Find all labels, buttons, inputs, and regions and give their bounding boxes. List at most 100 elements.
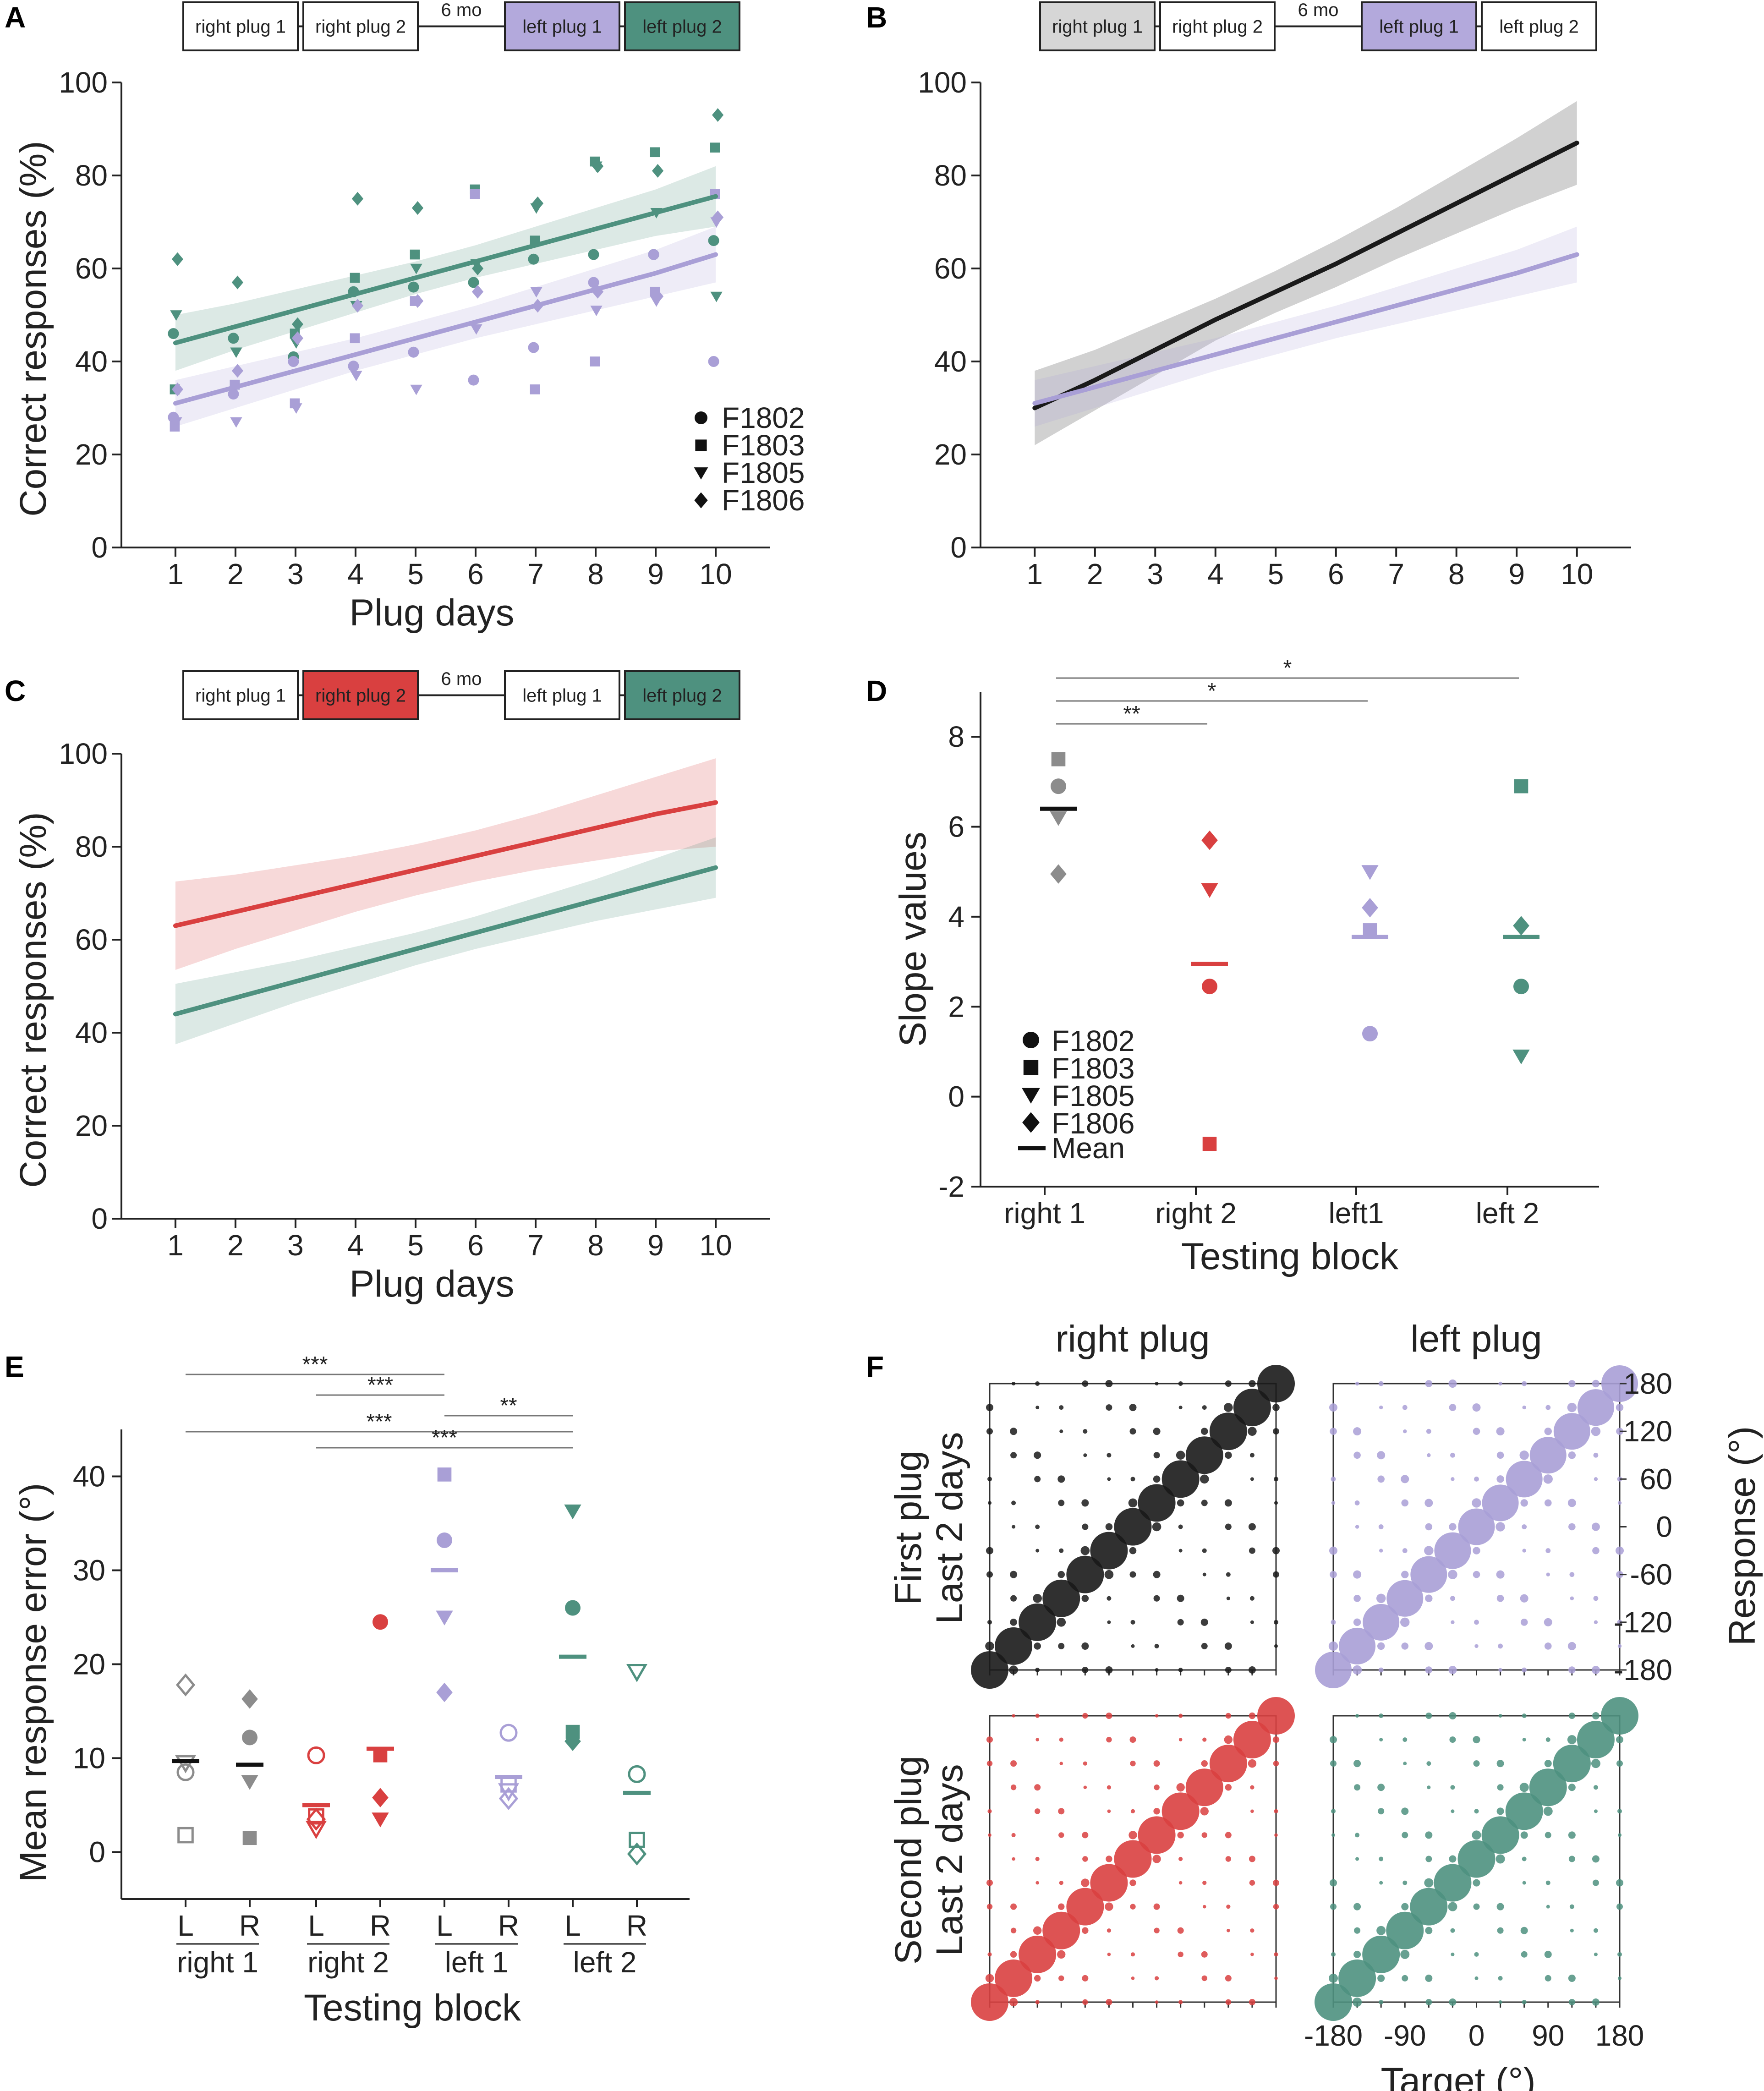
x-tick-label: 1 <box>167 1229 184 1262</box>
y-axis-label: Slope values <box>892 832 934 1047</box>
confusion-dot <box>1544 1618 1552 1626</box>
confusion-dot <box>1058 1832 1064 1838</box>
confusion-dot <box>1616 1736 1623 1744</box>
y-tick-label: 8 <box>948 720 964 753</box>
confusion-dot <box>1497 1927 1504 1934</box>
y-tick-label: 60 <box>1640 1462 1672 1495</box>
confusion-dot <box>1009 1998 1018 2007</box>
confusion-dot <box>1473 1760 1480 1767</box>
confusion-dot <box>1498 2000 1502 2004</box>
confusion-dot <box>1496 1760 1504 1768</box>
data-point <box>408 281 419 293</box>
confusion-dot <box>1400 1949 1410 1959</box>
confusion-dot <box>1496 1475 1504 1483</box>
confusion-dot <box>1035 1524 1040 1529</box>
confusion-dot <box>1225 1451 1232 1459</box>
data-point <box>291 317 304 331</box>
confusion-dot <box>1329 1403 1337 1412</box>
timeline-box-label: right plug 1 <box>195 17 286 37</box>
confusion-dot <box>1506 1461 1543 1498</box>
confusion-dot <box>1161 1792 1200 1830</box>
x-tick-label: 3 <box>287 1229 304 1262</box>
confusion-dot <box>1225 1713 1232 1719</box>
confusion-dot <box>1473 1428 1480 1435</box>
confusion-dot <box>1034 1975 1041 1982</box>
confusion-dot <box>1520 1831 1528 1839</box>
confusion-dot <box>1257 1365 1295 1402</box>
confusion-dot <box>1225 1523 1232 1530</box>
confusion-dot <box>1425 1666 1433 1674</box>
confusion-dot <box>1378 1667 1384 1673</box>
fit-line <box>1032 140 1579 411</box>
confusion-dot <box>1082 1927 1089 1934</box>
confusion-dot <box>1153 1595 1160 1602</box>
significance-label: *** <box>302 1352 328 1377</box>
confusion-dot <box>1274 1976 1278 1980</box>
panel-label-b: B <box>866 1 887 34</box>
confusion-dot <box>1176 1451 1185 1460</box>
y-axis-label: Mean response error (°) <box>12 1483 54 1882</box>
confusion-dot <box>1594 1809 1598 1813</box>
confusion-dot <box>1377 1784 1385 1791</box>
y-tick-label: 80 <box>75 830 108 863</box>
confusion-dot <box>1177 1832 1184 1839</box>
confusion-dot <box>1529 1437 1567 1474</box>
data-point <box>470 189 480 199</box>
confusion-dot <box>1545 1405 1551 1410</box>
confusion-dot <box>1201 1760 1208 1767</box>
y-tick-label: 100 <box>918 66 967 99</box>
slope-point <box>1201 883 1218 898</box>
confusion-dot <box>1129 1879 1136 1886</box>
confusion-dot <box>1520 1927 1528 1934</box>
timeline-box <box>182 670 299 720</box>
confusion-dot <box>1202 1905 1206 1909</box>
confusion-dot <box>1042 1911 1080 1949</box>
confusion-dot <box>1338 1959 1376 1997</box>
x-tick-label: 2 <box>227 1229 244 1262</box>
error-point <box>626 1664 648 1682</box>
confusion-dot <box>1225 1975 1232 1982</box>
confidence-band <box>1035 226 1577 427</box>
confusion-dot <box>1201 1500 1208 1506</box>
confusion-dot <box>1331 1501 1336 1505</box>
confusion-dot <box>1401 1642 1409 1650</box>
confusion-dot <box>1451 1809 1455 1813</box>
data-point <box>170 417 182 428</box>
confusion-dot <box>1496 1854 1505 1864</box>
slope-point <box>1051 778 1066 794</box>
confusion-dot <box>1058 1903 1065 1910</box>
confusion-dot <box>1496 1807 1504 1815</box>
confusion-dot <box>1363 1604 1400 1641</box>
slope-point <box>1051 752 1066 766</box>
confusion-dot <box>1568 1831 1576 1839</box>
data-point <box>708 235 719 246</box>
confusion-dot <box>1473 1736 1480 1744</box>
legend-marker <box>695 439 707 451</box>
confusion-dot <box>1545 1975 1551 1982</box>
confusion-dot <box>1128 1498 1138 1508</box>
y-tick-label: 0 <box>91 531 108 564</box>
panel-label-e: E <box>5 1350 24 1383</box>
slope-point <box>1201 830 1218 850</box>
confusion-dot <box>1202 1737 1207 1742</box>
confusion-dot <box>987 1620 992 1625</box>
confusion-dot <box>1153 1452 1160 1459</box>
confusion-dot <box>1591 1666 1600 1674</box>
confusion-dot <box>1401 1807 1409 1815</box>
confusion-dot <box>1546 1572 1550 1576</box>
confusion-dot <box>1272 1404 1280 1411</box>
y-tick-label: 40 <box>934 345 967 378</box>
confusion-dot <box>1035 1668 1040 1672</box>
confusion-dot <box>1329 1973 1338 1983</box>
confusion-dot <box>1155 1382 1159 1385</box>
data-point <box>350 333 360 344</box>
confusion-dot <box>1424 1546 1434 1555</box>
confusion-dot <box>1601 1697 1638 1735</box>
error-point <box>177 1827 194 1844</box>
confusion-dot <box>1130 1477 1135 1482</box>
timeline-box-label: left plug 1 <box>522 17 602 37</box>
timeline-box <box>624 1 740 51</box>
confusion-dot <box>1379 1856 1384 1861</box>
confusion-dot <box>1377 1451 1386 1460</box>
confusion-dot <box>1104 1570 1114 1579</box>
